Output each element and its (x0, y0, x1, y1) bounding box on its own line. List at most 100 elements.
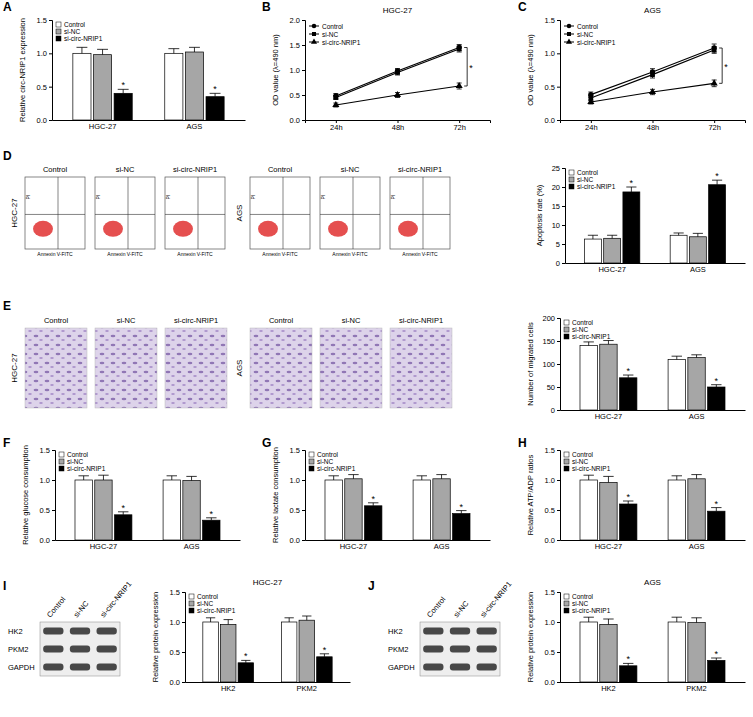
x-axis: HK2PKM2 (186, 682, 351, 693)
bar (453, 514, 470, 540)
legend-swatch (309, 466, 314, 471)
panel-label: F (3, 436, 10, 450)
transwell-image (25, 328, 87, 408)
marker (649, 88, 656, 94)
column-label: si-circ-NRIP1 (173, 165, 217, 174)
plot-area (587, 44, 717, 104)
y-axis-line (557, 319, 561, 411)
x-axis: HGC-27AGS (56, 540, 241, 551)
legend-label: si-circ-NRIP1 (67, 465, 106, 472)
legend-marker (311, 38, 317, 43)
flow-quadrant-lines (165, 177, 225, 249)
bar (600, 624, 617, 682)
y-axis-title: Relative glucose consumption (21, 445, 30, 545)
y-tick: 10 (552, 221, 565, 230)
significance-mark: * (469, 63, 473, 73)
y-tick-label: 200 (542, 314, 555, 323)
x-tick: AGS (690, 263, 706, 274)
x-tick: HK2 (221, 682, 236, 693)
y-tick-label: 20 (552, 183, 560, 192)
legend: Controlsi-NCsi-circ-NRIP1 (564, 451, 611, 472)
x-axis: HGC-27AGS (566, 263, 746, 274)
row-label: HGC-27 (10, 353, 19, 383)
x-tick: AGS (184, 540, 200, 551)
legend: Controlsi-NCsi-circ-NRIP1 (564, 23, 616, 46)
y-tick: 1.5 (170, 588, 185, 597)
transwell-image (320, 328, 382, 408)
flow-x-label: Annexin V-FITC (177, 251, 213, 257)
y-tick-mark (182, 682, 185, 683)
marker (456, 82, 463, 88)
transwell-image (165, 328, 227, 408)
error-bar (78, 476, 88, 480)
x-tick: 72h (453, 120, 466, 132)
y-tick: 0.5 (290, 91, 305, 100)
y-tick-label: 0.0 (290, 536, 300, 545)
y-tick-mark (557, 53, 560, 54)
panel-label: B (262, 0, 271, 14)
bar (220, 624, 236, 682)
y-tick-label: 1.5 (545, 446, 555, 455)
blot-band (450, 646, 470, 653)
y-tick-label: 1.5 (290, 446, 300, 455)
legend-marker (312, 24, 317, 29)
error-bar (691, 475, 701, 479)
legend-swatch (189, 608, 194, 613)
y-tick-mark (49, 87, 52, 88)
legend-swatch (564, 327, 569, 332)
legend-marker (567, 24, 572, 29)
bar (604, 238, 621, 263)
legend-label: si-circ-NRIP1 (64, 35, 103, 42)
panel-label: G (262, 436, 271, 450)
flow-cell-cloud (328, 221, 348, 237)
error-bar (691, 355, 701, 358)
y-axis-title: Relative circ-NRIP1 expression (18, 18, 27, 122)
significance-mark: * (121, 503, 125, 513)
legend-label: Control (572, 319, 594, 326)
y-tick: 5 (556, 240, 565, 249)
y-tick-mark (557, 410, 560, 411)
y-tick: 1.0 (40, 476, 55, 485)
y-tick: 1.0 (170, 618, 185, 627)
bar (433, 479, 450, 540)
y-axis: 0.00.51.01.5 (170, 588, 186, 687)
error-bar (97, 49, 108, 54)
marker (587, 98, 594, 104)
y-tick-mark (562, 187, 565, 188)
y-axis: 0.00.51.01.5 (40, 446, 56, 545)
flow-x-label: Annexin V-FITC (402, 251, 438, 257)
y-tick-label: 0.0 (290, 116, 300, 125)
significance-mark: * (715, 376, 719, 386)
flow-plot-frame (165, 177, 225, 249)
y-tick: 0 (551, 406, 560, 415)
legend-marker (567, 32, 571, 36)
y-tick-mark (562, 244, 565, 245)
y-tick: 1.5 (40, 446, 55, 455)
lane-label: si-circ-NRIP1 (98, 580, 133, 620)
x-axis-line (186, 682, 351, 683)
legend-label: Control (317, 451, 339, 458)
y-tick-mark (557, 387, 560, 388)
chart-title: AGS (644, 6, 661, 15)
line (591, 50, 714, 98)
bar (413, 480, 430, 540)
row-label: HGC-27 (10, 198, 19, 228)
plot-area (580, 475, 725, 540)
column-label: Control (269, 316, 294, 325)
plot-area (580, 341, 725, 410)
blot-row-label: PKM2 (8, 645, 28, 654)
y-tick-mark (182, 652, 185, 653)
y-tick-mark (52, 540, 55, 541)
legend-swatch (569, 184, 574, 189)
legend-label: Control (322, 23, 344, 30)
error-bar (186, 476, 196, 480)
y-tick-mark (557, 450, 560, 451)
blot-row-label: PKM2 (388, 645, 408, 654)
y-tick-mark (557, 87, 560, 88)
y-tick: 1.0 (545, 49, 560, 58)
y-tick: 1.5 (37, 16, 52, 25)
flow-y-label: PI (250, 195, 256, 200)
x-tick: 48h (647, 120, 660, 132)
bar (206, 97, 224, 120)
bar (708, 511, 725, 540)
